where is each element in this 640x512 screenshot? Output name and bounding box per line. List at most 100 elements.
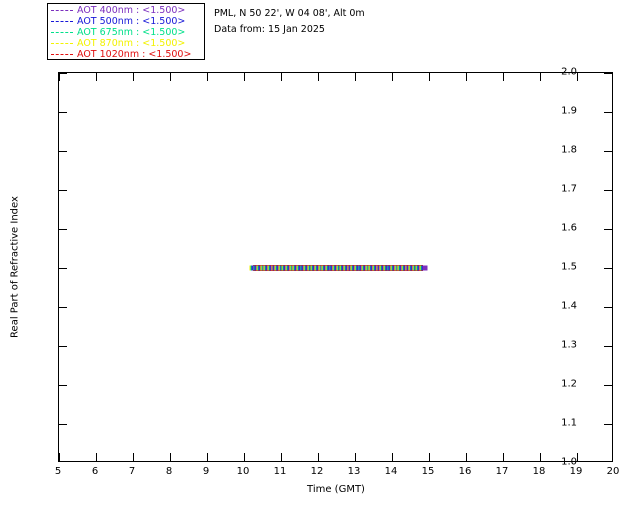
x-tick-mark xyxy=(429,73,431,81)
x-tick-mark xyxy=(466,453,468,461)
x-tick-mark xyxy=(577,73,579,81)
plot-inner xyxy=(59,73,612,461)
y-tick-label: 1.9 xyxy=(561,105,577,117)
data-point-marker xyxy=(422,265,428,271)
x-tick-mark xyxy=(281,73,283,81)
y-tick-mark xyxy=(59,268,67,270)
x-tick-mark xyxy=(59,453,61,461)
legend-label: AOT 500nm : <1.500> xyxy=(77,16,186,27)
x-tick-mark xyxy=(355,453,357,461)
x-tick-mark xyxy=(466,73,468,81)
y-tick-label: 1.1 xyxy=(561,417,577,429)
legend-line-icon xyxy=(51,54,73,55)
x-tick-label: 10 xyxy=(236,466,250,477)
x-tick-mark xyxy=(244,73,246,81)
legend-label: AOT 1020nm : <1.500> xyxy=(77,49,192,60)
y-tick-label: 1.2 xyxy=(561,378,577,390)
x-tick-label: 16 xyxy=(458,466,472,477)
x-tick-mark xyxy=(540,453,542,461)
x-tick-mark xyxy=(96,453,98,461)
data-date-subtitle: Data from: 15 Jan 2025 xyxy=(214,24,325,35)
x-tick-mark xyxy=(503,453,505,461)
x-tick-mark xyxy=(355,73,357,81)
y-tick-label: 1.4 xyxy=(561,300,577,312)
legend-line-icon xyxy=(51,32,73,33)
y-tick-mark xyxy=(604,151,612,153)
y-tick-mark xyxy=(604,424,612,426)
y-tick-mark xyxy=(59,151,67,153)
x-tick-mark xyxy=(207,73,209,81)
x-axis-title: Time (GMT) xyxy=(307,484,365,495)
x-tick-mark xyxy=(540,73,542,81)
y-tick-mark xyxy=(59,385,67,387)
x-tick-label: 11 xyxy=(273,466,287,477)
x-tick-label: 15 xyxy=(421,466,435,477)
x-tick-label: 5 xyxy=(54,466,62,477)
legend-line-icon xyxy=(51,21,73,22)
legend-item-aot-400nm: AOT 400nm : <1.500> xyxy=(51,5,204,16)
y-tick-mark xyxy=(604,190,612,192)
y-tick-mark xyxy=(604,73,612,75)
x-tick-mark xyxy=(318,73,320,81)
y-tick-mark xyxy=(604,112,612,114)
x-tick-label: 6 xyxy=(91,466,99,477)
series-layer xyxy=(59,73,612,461)
y-axis-title: Real Part of Refractive Index xyxy=(9,196,21,338)
legend: AOT 400nm : <1.500> AOT 500nm : <1.500> AO… xyxy=(47,3,205,60)
legend-label: AOT 870nm : <1.500> xyxy=(77,38,186,49)
x-tick-mark xyxy=(503,73,505,81)
y-tick-label: 1.0 xyxy=(561,456,577,468)
x-tick-mark xyxy=(170,73,172,81)
x-tick-mark xyxy=(207,453,209,461)
y-tick-label: 1.8 xyxy=(561,144,577,156)
x-tick-mark xyxy=(318,453,320,461)
x-tick-label: 13 xyxy=(347,466,361,477)
x-tick-mark xyxy=(170,453,172,461)
legend-item-aot-1020nm: AOT 1020nm : <1.500> xyxy=(51,49,204,60)
legend-item-aot-675nm: AOT 675nm : <1.500> xyxy=(51,27,204,38)
x-tick-label: 7 xyxy=(128,466,136,477)
x-tick-mark xyxy=(133,73,135,81)
x-tick-label: 14 xyxy=(384,466,398,477)
x-tick-mark xyxy=(577,453,579,461)
x-tick-label: 12 xyxy=(310,466,324,477)
y-tick-mark xyxy=(59,73,67,75)
legend-label: AOT 400nm : <1.500> xyxy=(77,5,186,16)
y-tick-label: 2.0 xyxy=(561,66,577,78)
y-tick-label: 1.3 xyxy=(561,339,577,351)
y-tick-mark xyxy=(604,385,612,387)
y-tick-mark xyxy=(59,307,67,309)
y-tick-mark xyxy=(59,229,67,231)
x-tick-label: 9 xyxy=(202,466,210,477)
y-tick-mark xyxy=(59,346,67,348)
x-tick-mark xyxy=(429,453,431,461)
x-tick-mark xyxy=(96,73,98,81)
legend-item-aot-500nm: AOT 500nm : <1.500> xyxy=(51,16,204,27)
y-tick-mark xyxy=(59,424,67,426)
y-tick-label: 1.7 xyxy=(561,183,577,195)
x-tick-mark xyxy=(392,73,394,81)
x-tick-mark xyxy=(133,453,135,461)
x-tick-label: 17 xyxy=(495,466,509,477)
y-tick-mark xyxy=(604,268,612,270)
y-tick-label: 1.5 xyxy=(561,261,577,273)
x-tick-mark xyxy=(244,453,246,461)
y-tick-mark xyxy=(59,190,67,192)
legend-line-icon xyxy=(51,43,73,44)
y-tick-mark xyxy=(59,112,67,114)
y-tick-mark xyxy=(604,346,612,348)
site-location-title: PML, N 50 22', W 04 08', Alt 0m xyxy=(214,8,365,19)
x-tick-label: 19 xyxy=(569,466,583,477)
legend-item-aot-870nm: AOT 870nm : <1.500> xyxy=(51,38,204,49)
y-tick-mark xyxy=(604,229,612,231)
chart-title-block: PML, N 50 22', W 04 08', Alt 0m Data fro… xyxy=(214,6,365,38)
x-tick-mark xyxy=(392,453,394,461)
x-tick-mark xyxy=(281,453,283,461)
legend-label: AOT 675nm : <1.500> xyxy=(77,27,186,38)
x-tick-label: 18 xyxy=(532,466,546,477)
x-tick-label: 8 xyxy=(165,466,173,477)
x-tick-label: 20 xyxy=(606,466,620,477)
y-tick-mark xyxy=(604,307,612,309)
plot-area xyxy=(58,72,613,462)
y-tick-label: 1.6 xyxy=(561,222,577,234)
